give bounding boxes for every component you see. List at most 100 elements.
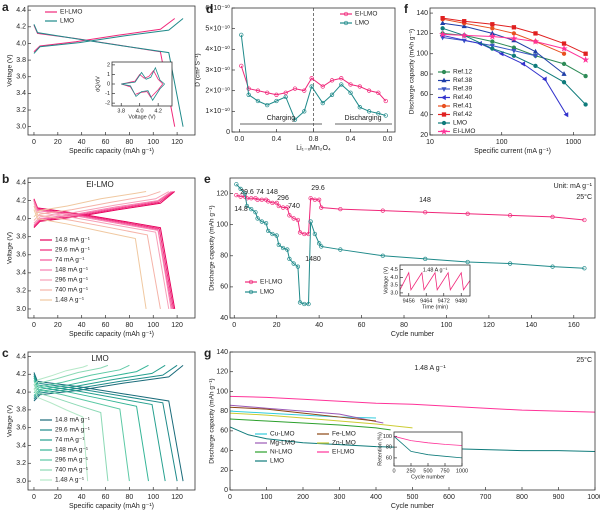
legend-marker [248, 279, 254, 285]
y-tick-label: 4.2 [16, 197, 26, 204]
chart-panel: 0 20 40 60 80 100 120 3.0 3.2 3.4 3.6 3.8 4.0 4.2 4.4 S… [2, 346, 196, 510]
marker [511, 53, 517, 58]
x-tick-label: 0.4 [346, 136, 356, 143]
marker [550, 264, 555, 269]
marker [440, 16, 445, 21]
legend-label: EI-LMO [332, 449, 354, 456]
y-tick-label: 100 [383, 434, 392, 440]
marker [541, 76, 547, 82]
marker [276, 203, 281, 209]
x-tick-label: 0 [32, 494, 36, 501]
legend-label: Ref.41 [453, 103, 473, 110]
marker [357, 84, 362, 89]
series-line [230, 395, 595, 413]
x-tick-label: 80 [125, 494, 133, 501]
y-tick-label: 80 [386, 445, 392, 451]
marker [287, 256, 292, 262]
legend-marker [343, 20, 349, 26]
marker [274, 92, 279, 97]
y-tick-label: 100 [416, 51, 428, 58]
x-tick-label: 9472 [438, 298, 450, 304]
panel-letter: d [206, 2, 213, 16]
series-line [442, 34, 567, 115]
marker [507, 213, 513, 218]
legend-label: Mg-LMO [270, 440, 295, 447]
series-line [235, 183, 585, 305]
marker [510, 34, 518, 42]
y-tick-label: 120 [416, 30, 428, 37]
plot-area [234, 182, 587, 307]
series-line [230, 412, 413, 429]
y-tick-label: 3.0 [16, 124, 26, 131]
marker [338, 247, 343, 252]
x-tick-label: 80 [400, 322, 408, 329]
series-line [400, 271, 470, 291]
legend-label: 1.48 A g⁻¹ [55, 297, 85, 304]
series-line [33, 191, 161, 310]
annotation: 148 [419, 197, 431, 204]
marker [270, 231, 275, 237]
x-tick-label: 10 [426, 139, 434, 146]
plot-area [394, 435, 462, 459]
y-axis-label: Voltage (V) [7, 54, 14, 86]
y-tick-label: 120 [216, 369, 228, 376]
y-tick-label: 1×10⁻¹⁰ [205, 107, 230, 115]
x-axis-label: Cycle number [391, 503, 435, 510]
series-line [230, 418, 391, 431]
series-line [240, 34, 386, 121]
marker [274, 98, 279, 104]
x-tick-label: 750 [440, 468, 449, 474]
y-tick-label: 0 [224, 487, 228, 494]
x-tick-label: 0.0 [235, 136, 245, 143]
plot-area [439, 16, 590, 118]
marker [563, 112, 569, 118]
x-tick-label: 140 [525, 322, 537, 329]
legend-label: Ref.12 [453, 69, 473, 76]
legend-label: 29.6 mA g⁻¹ [55, 427, 91, 434]
marker [249, 206, 254, 212]
panel-letter: b [2, 172, 9, 186]
y-tick-label: 60 [220, 284, 228, 291]
marker [259, 197, 264, 202]
chart-panel: 0 20 40 60 80 100 120 3.0 3.2 3.4 3.6 3.8 4.0 4.2 4.4 S… [2, 172, 196, 338]
marker [339, 76, 344, 81]
y-tick-label: 2 [107, 62, 110, 68]
marker [302, 231, 307, 237]
x-tick-label: 400 [370, 494, 382, 501]
chart-panel: 0.0 0.4 0.8 0.4 0.0 0 1×10⁻¹⁰ 2×10⁻¹⁰ 3×10⁻¹⁰ 4×1… [195, 2, 396, 152]
legend-marker [248, 289, 254, 295]
y-tick-label: 0 [226, 129, 230, 136]
marker [561, 51, 567, 56]
marker [263, 220, 269, 226]
marker [582, 217, 587, 223]
x-tick-label: 60 [102, 322, 110, 329]
marker [302, 301, 307, 307]
marker [309, 76, 314, 81]
marker [274, 233, 279, 238]
chart-panel: 0 20 40 60 80 100 120 140 160 40 60 80 100 120 Cycle n… [204, 172, 596, 338]
marker [490, 39, 495, 44]
annotation: 14.8 [234, 206, 248, 213]
plot-area [400, 271, 470, 291]
annotation: 25°C [576, 356, 592, 364]
marker [265, 90, 270, 95]
y-axis-label: Retention (%) [377, 432, 383, 466]
x-tick-label: 100 [261, 494, 273, 501]
y-tick-label: 4.0 [16, 40, 26, 47]
chart-panel: 10 100 1000 20 40 60 80 100 120 140 Specific curre… [404, 2, 596, 155]
marker [291, 261, 296, 266]
x-axis-label: Li₁₋ₓMn₂O₄ [296, 145, 331, 152]
marker [511, 25, 517, 30]
y-tick-label: 3.2 [16, 460, 26, 467]
marker [292, 117, 298, 122]
marker [348, 82, 353, 87]
y-tick-label: 3.8 [16, 234, 26, 241]
legend-label: 148 mA g⁻¹ [55, 447, 89, 454]
x-tick-label: 4.0 [136, 108, 144, 114]
legend-label: Ref.40 [453, 94, 473, 101]
x-tick-label: 100 [147, 322, 159, 329]
series-line [230, 410, 377, 419]
panel-letter: c [2, 346, 9, 360]
marker [249, 196, 254, 201]
series-line [236, 194, 585, 235]
